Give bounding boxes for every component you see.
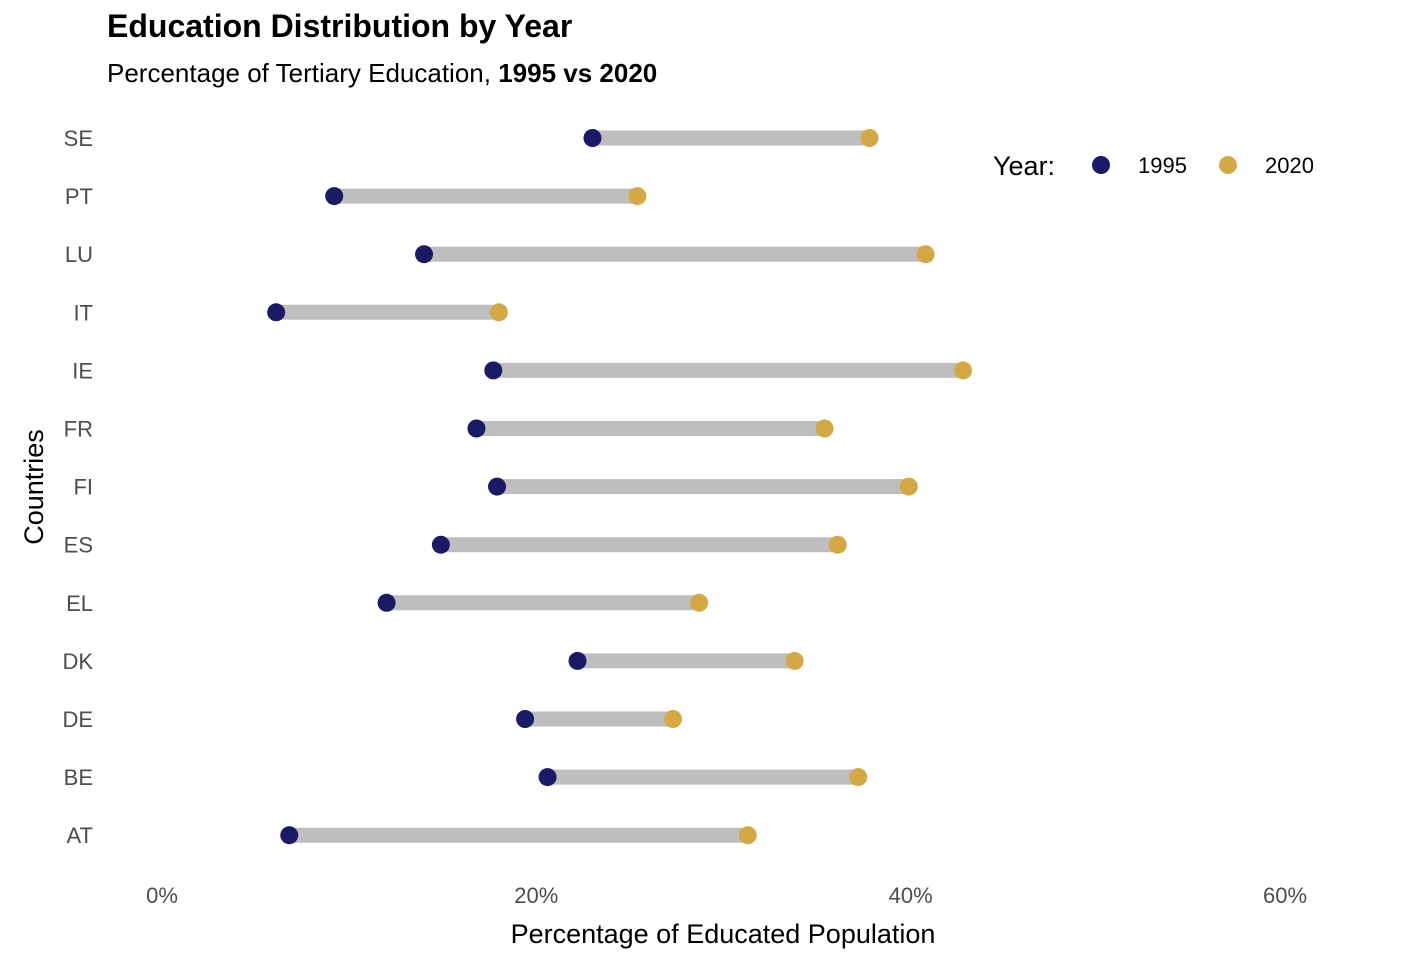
point-lu-2020 <box>916 245 935 264</box>
legend-title: Year: <box>993 151 1055 181</box>
y-tick-label-el: EL <box>66 591 93 616</box>
point-it-1995 <box>267 303 286 322</box>
point-pt-2020 <box>628 187 647 206</box>
segments-layer <box>276 130 964 843</box>
point-be-1995 <box>538 768 557 787</box>
y-axis-title: Countries <box>19 429 49 545</box>
point-de-2020 <box>663 710 682 728</box>
point-be-2020 <box>849 768 868 787</box>
point-es-2020 <box>828 535 847 554</box>
point-at-2020 <box>738 826 757 845</box>
legend-dot-2020 <box>1219 156 1237 174</box>
point-se-1995 <box>583 129 602 147</box>
point-ie-1995 <box>484 361 503 380</box>
y-tick-label-pt: PT <box>65 184 93 209</box>
point-it-2020 <box>489 303 508 322</box>
y-tick-label-at: AT <box>67 823 93 848</box>
y-axis-tick-labels: SE PT LU IT IE FR FI ES EL DK DE BE AT <box>62 126 93 848</box>
point-fi-1995 <box>488 477 507 496</box>
point-pt-1995 <box>325 187 344 206</box>
y-tick-label-lu: LU <box>65 242 93 267</box>
x-axis-title: Percentage of Educated Population <box>511 919 936 949</box>
y-tick-label-se: SE <box>64 126 93 151</box>
subtitle-text: Percentage of Tertiary Education, <box>107 58 499 88</box>
points-layer <box>267 129 973 845</box>
point-dk-1995 <box>568 651 587 670</box>
point-de-1995 <box>516 710 535 728</box>
y-tick-label-de: DE <box>62 707 93 732</box>
chart-title: Education Distribution by Year <box>107 8 573 44</box>
point-el-1995 <box>377 593 396 612</box>
subtitle-years: 1995 vs 2020 <box>498 58 658 88</box>
x-tick-label-20: 20% <box>514 883 558 908</box>
point-at-1995 <box>280 826 299 845</box>
y-tick-label-es: ES <box>64 533 93 558</box>
point-lu-1995 <box>415 245 434 264</box>
point-fr-1995 <box>467 419 486 438</box>
y-tick-label-dk: DK <box>62 649 93 674</box>
point-fi-2020 <box>899 477 918 496</box>
y-tick-label-ie: IE <box>72 358 93 383</box>
point-se-2020 <box>860 129 879 147</box>
y-tick-label-be: BE <box>64 765 93 790</box>
legend-label-1995: 1995 <box>1138 153 1187 178</box>
point-ie-2020 <box>954 361 973 380</box>
legend: Year: 1995 2020 <box>993 151 1314 181</box>
x-tick-label-40: 40% <box>889 883 933 908</box>
chart-subtitle: Percentage of Tertiary Education, 1995 v… <box>107 58 657 89</box>
legend-label-2020: 2020 <box>1265 153 1314 178</box>
x-tick-label-0: 0% <box>146 883 178 908</box>
legend-dot-1995 <box>1092 156 1110 174</box>
y-tick-label-fi: FI <box>73 475 93 500</box>
x-axis-tick-labels: 0% 20% 40% 60% <box>146 883 1307 908</box>
x-tick-label-60: 60% <box>1263 883 1307 908</box>
point-dk-2020 <box>785 651 804 670</box>
y-tick-label-it: IT <box>73 300 93 325</box>
y-tick-label-fr: FR <box>64 417 93 442</box>
point-es-1995 <box>431 535 450 554</box>
point-fr-2020 <box>815 419 834 438</box>
point-el-2020 <box>690 593 709 612</box>
